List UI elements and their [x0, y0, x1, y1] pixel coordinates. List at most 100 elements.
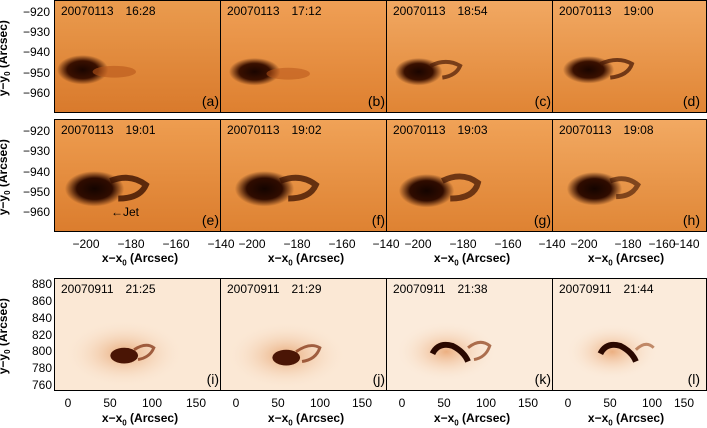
y-tick: −940	[22, 165, 50, 179]
y-tick: −930	[22, 25, 50, 39]
x-tick: −180	[117, 237, 145, 251]
x-tick: −200	[404, 237, 432, 251]
x-axis-label: x−x0 (Arcsec)	[267, 251, 345, 268]
timestamp: 20070911 21:44	[559, 282, 654, 296]
y-tick: −920	[22, 5, 50, 19]
y-axis-label: y−y0 (Arcsec)	[0, 20, 13, 97]
timestamp: 20070113 19:00	[559, 4, 654, 18]
panel-k: 20070911 21:38 (k)	[386, 278, 558, 391]
panel-label: (l)	[687, 371, 700, 387]
solar-image-g	[387, 120, 557, 231]
x-tick: 100	[309, 396, 331, 410]
x-tick: −200	[570, 237, 598, 251]
solar-image-a	[55, 1, 225, 112]
x-tick: 0	[64, 396, 72, 410]
x-tick: −160	[162, 237, 190, 251]
y-axis-label: y−y0 (Arcsec)	[0, 139, 13, 216]
y-tick: 760	[31, 378, 52, 392]
x-tick: 50	[603, 396, 617, 410]
timestamp: 20070113 19:08	[559, 123, 654, 137]
panel-e: 20070113 19:01 ←Jet (e)	[54, 119, 226, 232]
x-tick: 100	[641, 396, 663, 410]
x-tick: 150	[673, 396, 695, 410]
timestamp: 20070911 21:29	[227, 282, 322, 296]
x-axis-label: x−x0 (Arcsec)	[433, 411, 511, 428]
panel-label: (d)	[682, 93, 700, 109]
y-tick: −950	[22, 185, 50, 199]
panel-label: (j)	[372, 371, 385, 387]
timestamp: 20070113 16:28	[61, 4, 156, 18]
x-tick: 150	[351, 396, 373, 410]
timestamp: 20070911 21:38	[393, 282, 488, 296]
y-axis-label: y−y0 (Arcsec)	[0, 298, 13, 375]
panel-i: 20070911 21:25 (i)	[54, 278, 226, 391]
solar-image-d	[553, 1, 706, 112]
panel-label: (g)	[533, 212, 551, 228]
y-tick: 780	[31, 361, 52, 375]
x-tick: 100	[475, 396, 497, 410]
x-tick: −160	[328, 237, 356, 251]
x-tick: 150	[185, 396, 207, 410]
panel-label: (c)	[534, 93, 551, 109]
x-axis-label: x−x0 (Arcsec)	[587, 251, 665, 268]
panel-h: 20070113 19:08 (h)	[552, 119, 707, 232]
x-tick: −160	[648, 237, 676, 251]
y-tick: −960	[22, 205, 50, 219]
timestamp: 20070113 19:01	[61, 123, 156, 137]
y-tick: −960	[22, 86, 50, 100]
x-axis-label: x−x0 (Arcsec)	[267, 411, 345, 428]
panel-d: 20070113 19:00 (d)	[552, 0, 707, 113]
x-tick: −200	[72, 237, 100, 251]
panel-a: 20070113 16:28 (a)	[54, 0, 226, 113]
panel-l: 20070911 21:44 (l)	[552, 278, 707, 391]
timestamp: 20070911 21:25	[61, 282, 156, 296]
x-tick: −160	[494, 237, 522, 251]
y-tick: 820	[31, 328, 52, 342]
y-tick: 880	[31, 277, 52, 291]
x-tick: 0	[398, 396, 406, 410]
panel-label: (k)	[534, 371, 551, 387]
y-tick: 860	[31, 294, 52, 308]
solar-image-f	[221, 120, 391, 231]
x-tick: −180	[449, 237, 477, 251]
x-tick: 100	[141, 396, 163, 410]
panel-label: (a)	[201, 93, 219, 109]
x-tick: 50	[271, 396, 285, 410]
x-axis-label: x−x0 (Arcsec)	[101, 411, 179, 428]
x-tick: 150	[517, 396, 539, 410]
x-tick: 50	[437, 396, 451, 410]
timestamp: 20070113 18:54	[393, 4, 488, 18]
x-tick: −140	[207, 237, 235, 251]
x-tick: 0	[564, 396, 572, 410]
x-axis-label: x−x0 (Arcsec)	[587, 411, 665, 428]
solar-image-j	[221, 279, 391, 390]
solar-image-c	[387, 1, 557, 112]
x-tick: −180	[614, 237, 642, 251]
x-tick: −140	[538, 237, 566, 251]
panel-label: (b)	[367, 93, 385, 109]
panel-f: 20070113 19:02 (f)	[220, 119, 392, 232]
x-axis-label: x−x0 (Arcsec)	[101, 251, 179, 268]
panel-label: (h)	[682, 212, 700, 228]
solar-image-l	[553, 279, 706, 390]
solar-image-k	[387, 279, 557, 390]
panel-label: (f)	[371, 212, 385, 228]
x-tick: 0	[232, 396, 240, 410]
panel-label: (i)	[206, 371, 219, 387]
panel-label: (e)	[201, 212, 219, 228]
solar-image-b	[221, 1, 391, 112]
solar-image-h	[553, 120, 706, 231]
timestamp: 20070113 17:12	[227, 4, 322, 18]
x-tick: −200	[238, 237, 266, 251]
y-tick: −930	[22, 144, 50, 158]
y-tick: −940	[22, 45, 50, 59]
y-tick: 800	[31, 344, 52, 358]
x-tick: −140	[672, 237, 700, 251]
timestamp: 20070113 19:02	[227, 123, 322, 137]
panel-b: 20070113 17:12 (b)	[220, 0, 392, 113]
y-tick: −920	[22, 124, 50, 138]
timestamp: 20070113 19:03	[393, 123, 488, 137]
x-tick: 50	[103, 396, 117, 410]
solar-image-i	[55, 279, 225, 390]
